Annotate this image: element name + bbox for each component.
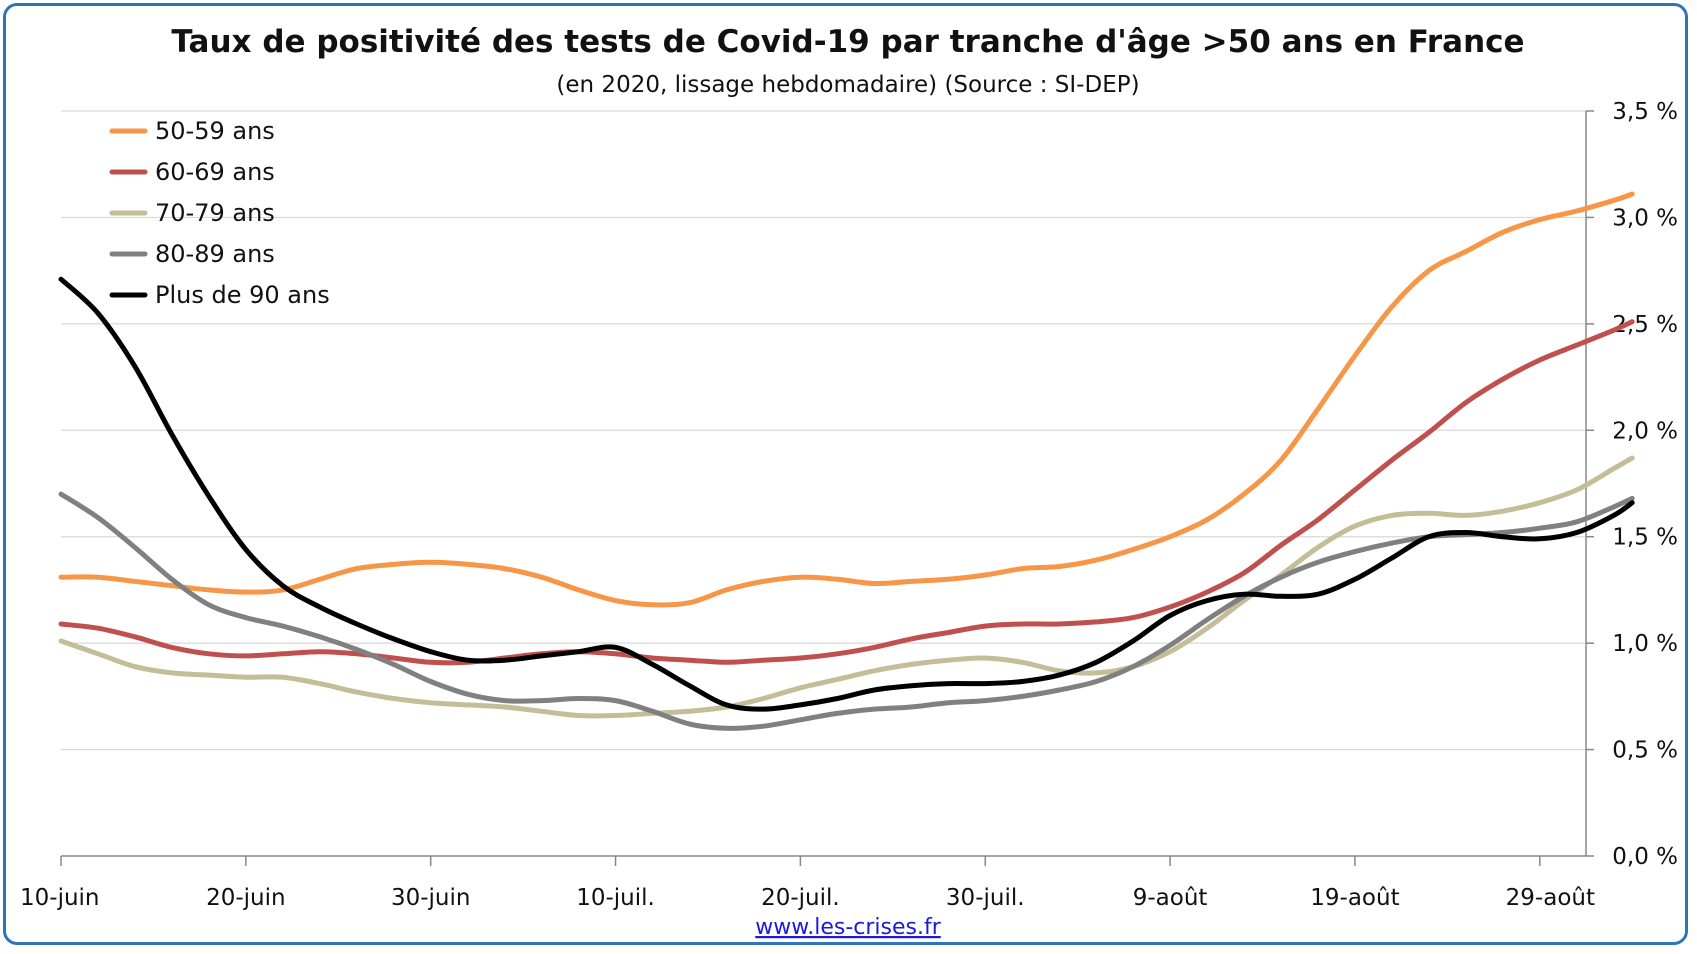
chart-frame — [3, 3, 1688, 945]
y-tick-label: 0,5 % — [1612, 738, 1678, 764]
legend-label: 70-79 ans — [155, 199, 275, 227]
x-tick-label: 30-juil. — [946, 885, 1025, 911]
y-tick-label: 1,5 % — [1612, 525, 1678, 551]
x-tick-label: 30-juin — [391, 885, 471, 911]
y-tick-label: 1,0 % — [1612, 631, 1678, 657]
x-tick-label: 9-août — [1133, 885, 1208, 911]
series-line-60-69-ans — [58, 319, 1635, 666]
y-tick-label: 2,0 % — [1612, 418, 1678, 444]
source-link[interactable]: www.les-crises.fr — [755, 915, 941, 940]
series-line-70-79-ans — [58, 455, 1635, 719]
legend: 50-59 ans 60-69 ans 70-79 ans 80-89 ans Plus… — [109, 117, 330, 309]
x-tick-label: 10-juil. — [576, 885, 655, 911]
y-axis-ticks: 0,0 %0,5 %1,0 %1,5 %2,0 %2,5 %3,0 %3,5 % — [1586, 99, 1678, 870]
series-line-50-59-ans — [58, 191, 1635, 608]
series-line-plus-de-90-ans — [58, 276, 1635, 712]
axes — [61, 111, 1587, 857]
x-tick-label: 20-juil. — [761, 885, 840, 911]
x-axis-ticks: 10-juin 20-juin 30-juin 10-juil. 20-juil. 30-… — [20, 856, 1595, 911]
legend-label: 80-89 ans — [155, 240, 275, 268]
x-tick-label: 20-juin — [206, 885, 286, 911]
y-tick-label: 3,5 % — [1612, 99, 1678, 125]
y-tick-label: 3,0 % — [1612, 205, 1678, 231]
series-line-80-89-ans — [58, 491, 1635, 731]
chart-title: Taux de positivité des tests de Covid-19… — [171, 24, 1524, 60]
y-tick-label: 0,0 % — [1612, 844, 1678, 870]
x-tick-label: 19-août — [1310, 885, 1399, 911]
series-lines — [58, 191, 1635, 731]
chart-subtitle: (en 2020, lissage hebdomadaire) (Source … — [556, 72, 1139, 98]
legend-label: Plus de 90 ans — [155, 281, 330, 309]
x-tick-label: 29-août — [1506, 885, 1595, 911]
x-tick-label: 10-juin — [20, 885, 100, 911]
legend-label: 60-69 ans — [155, 158, 275, 186]
legend-label: 50-59 ans — [155, 117, 275, 145]
